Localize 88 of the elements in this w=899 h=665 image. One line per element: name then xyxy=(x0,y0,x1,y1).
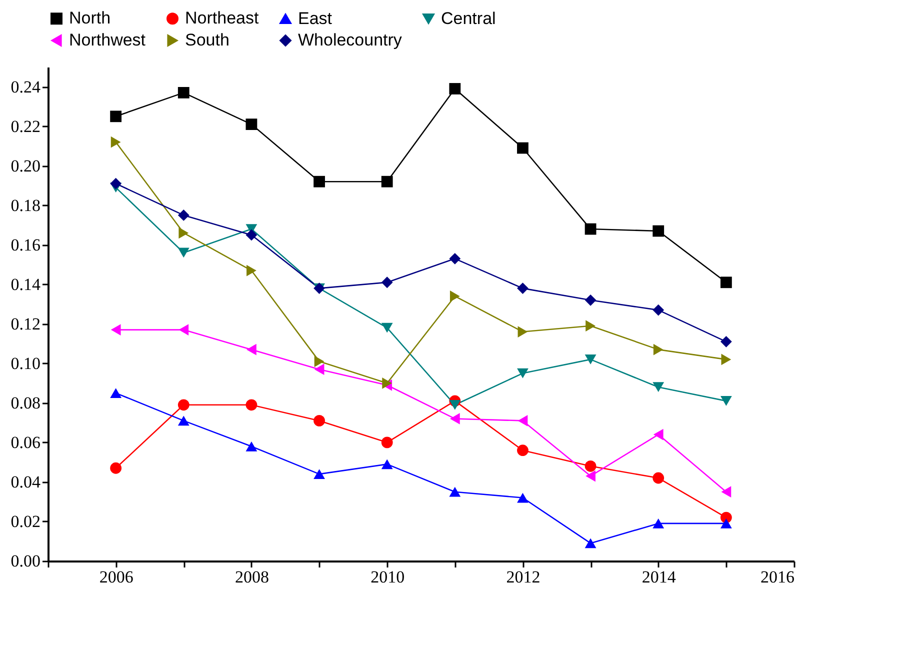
point xyxy=(584,538,596,548)
point xyxy=(178,416,190,426)
point xyxy=(178,227,189,239)
point xyxy=(517,444,528,456)
x-tick-label: 2016 xyxy=(760,568,794,586)
y-tick-label: 0.22 xyxy=(10,116,40,136)
point xyxy=(517,142,528,154)
point xyxy=(584,223,596,235)
point xyxy=(246,344,256,356)
point xyxy=(653,344,664,356)
legend-label: Wholecountry xyxy=(298,30,402,50)
point xyxy=(381,436,393,448)
point xyxy=(178,248,190,258)
point xyxy=(652,382,664,392)
point xyxy=(720,518,732,528)
point xyxy=(246,441,258,452)
point xyxy=(178,210,190,221)
point xyxy=(314,415,325,426)
point xyxy=(246,399,258,411)
y-tick-label: 0.14 xyxy=(10,274,41,294)
point xyxy=(652,304,664,316)
point xyxy=(518,415,528,426)
point xyxy=(721,354,732,366)
point xyxy=(178,324,189,336)
point xyxy=(517,492,528,503)
y-tick-label: 0.16 xyxy=(10,235,40,254)
x-tick-label: 2014 xyxy=(642,568,676,586)
point xyxy=(381,176,393,188)
y-tick-label: 0.00 xyxy=(10,552,40,570)
point xyxy=(449,83,461,94)
y-tick-label: 0.10 xyxy=(10,354,40,373)
point xyxy=(246,229,258,241)
y-tick-label: 0.20 xyxy=(10,156,40,176)
point xyxy=(720,276,732,288)
y-tick-label: 0.08 xyxy=(10,393,40,412)
y-tick-label: 0.02 xyxy=(10,512,40,531)
point xyxy=(586,320,596,332)
point xyxy=(246,118,258,130)
x-tick-label: 2012 xyxy=(506,568,540,586)
point xyxy=(584,354,596,364)
point xyxy=(178,399,190,411)
point xyxy=(586,470,596,482)
point xyxy=(720,336,732,348)
point xyxy=(381,276,393,288)
point xyxy=(450,290,460,302)
point xyxy=(381,459,393,470)
x-tick-label: 2008 xyxy=(234,568,269,586)
point xyxy=(721,486,732,498)
point xyxy=(246,264,256,276)
point xyxy=(110,136,121,148)
point xyxy=(652,518,664,528)
point xyxy=(110,178,122,190)
point xyxy=(720,396,732,406)
point xyxy=(314,364,324,376)
legend-label: North xyxy=(69,8,111,28)
point xyxy=(584,294,596,306)
x-tick-label: 2006 xyxy=(99,568,134,586)
point xyxy=(178,86,190,98)
point xyxy=(381,322,393,333)
point xyxy=(584,460,596,472)
point xyxy=(450,413,460,424)
legend-label: Northeast xyxy=(185,8,259,28)
point xyxy=(517,282,528,294)
point xyxy=(652,225,664,237)
legend-label: South xyxy=(185,30,230,50)
point xyxy=(652,472,664,484)
point xyxy=(449,252,461,264)
legend-label: Northwest xyxy=(69,30,146,50)
point xyxy=(110,388,122,398)
y-tick-label: 0.06 xyxy=(10,432,40,452)
point xyxy=(314,469,325,479)
point xyxy=(110,324,121,336)
legend-label: East xyxy=(298,8,332,28)
y-tick-label: 0.18 xyxy=(10,196,40,215)
point xyxy=(517,368,528,378)
point xyxy=(653,428,664,440)
y-tick-label: 0.12 xyxy=(10,314,40,334)
point xyxy=(314,176,325,188)
legend-label: Central xyxy=(441,8,496,28)
x-tick-label: 2010 xyxy=(370,568,405,586)
point xyxy=(518,326,528,338)
y-tick-label: 0.04 xyxy=(10,472,41,492)
point xyxy=(110,110,122,122)
point xyxy=(110,462,122,474)
point xyxy=(314,356,324,368)
point xyxy=(449,400,461,410)
point xyxy=(449,486,461,497)
y-tick-label: 0.24 xyxy=(10,77,41,96)
